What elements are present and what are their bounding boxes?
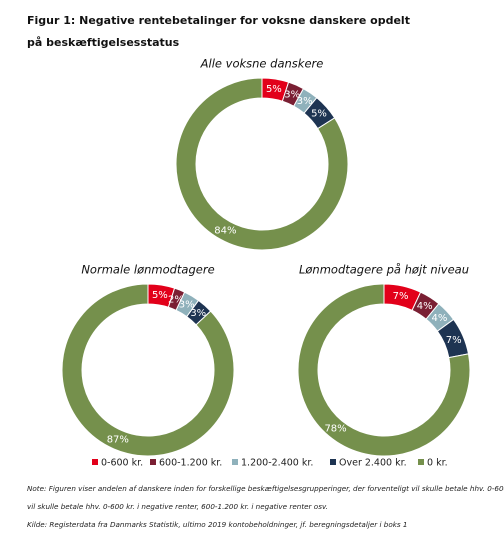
chart-title: Lønmodtagere på højt niveau: [299, 263, 469, 277]
data-label: 5%: [266, 84, 282, 95]
chart-title: Normale lønmodtagere: [81, 263, 214, 277]
legend-label: 600-1.200 kr.: [159, 458, 222, 469]
note: Note: Figuren viser andelen af danskere …: [27, 484, 504, 493]
data-label: 3%: [284, 89, 300, 100]
data-label: 7%: [446, 335, 462, 346]
legend-swatch: [150, 459, 156, 465]
note: vil skulle betale hhv. 0-600 kr. i negat…: [27, 502, 328, 511]
data-label: 3%: [297, 96, 313, 107]
figure-title: Figur 1: Negative rentebetalinger for vo…: [27, 14, 410, 49]
donut-slice: [175, 77, 349, 251]
legend-swatch: [232, 459, 238, 465]
data-label: 4%: [431, 313, 447, 324]
data-label: 4%: [417, 301, 433, 312]
legend-label: 1.200-2.400 kr.: [241, 458, 313, 469]
data-label: 5%: [311, 109, 327, 120]
donut-slice: [61, 283, 235, 457]
legend-label: 0-600 kr.: [101, 458, 143, 469]
data-label: 3%: [179, 300, 195, 311]
legend-label: 0 kr.: [427, 458, 448, 469]
legend-label: Over 2.400 kr.: [339, 458, 407, 469]
data-label: 84%: [214, 226, 236, 237]
data-label: 78%: [324, 424, 346, 435]
data-label: 5%: [152, 290, 168, 301]
legend-swatch: [92, 459, 98, 465]
chart-title: Alle voksne danskere: [200, 57, 324, 71]
data-label: 7%: [393, 291, 409, 302]
legend-swatch: [330, 459, 336, 465]
source: Kilde: Registerdata fra Danmarks Statist…: [27, 520, 408, 529]
data-label: 87%: [107, 435, 129, 446]
data-label: 2%: [168, 294, 184, 305]
legend-swatch: [418, 459, 424, 465]
donut-slice: [297, 283, 471, 457]
data-label: 3%: [190, 308, 206, 319]
